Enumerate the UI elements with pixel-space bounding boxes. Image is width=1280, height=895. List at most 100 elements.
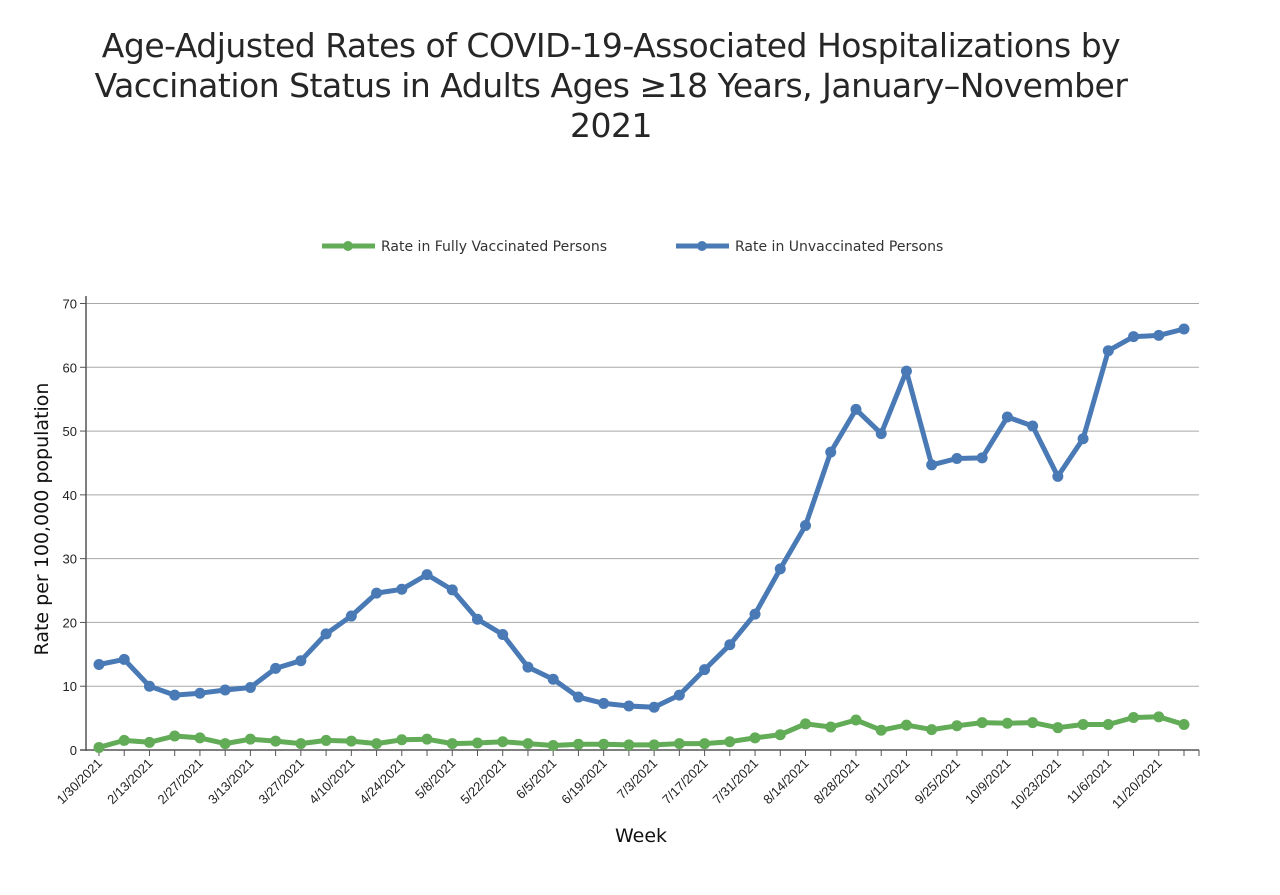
data-point[interactable] <box>648 701 660 713</box>
series-layer <box>93 323 1190 753</box>
data-point[interactable] <box>169 730 181 742</box>
data-point[interactable] <box>951 452 963 464</box>
data-point[interactable] <box>623 700 635 712</box>
data-point[interactable] <box>1178 718 1190 730</box>
data-point[interactable] <box>774 563 786 575</box>
data-point[interactable] <box>371 587 383 599</box>
data-point[interactable] <box>270 735 282 747</box>
data-point[interactable] <box>497 736 509 748</box>
y-tick-label: 0 <box>70 743 77 758</box>
data-point[interactable] <box>572 738 584 750</box>
data-point[interactable] <box>900 719 912 731</box>
data-point[interactable] <box>345 735 357 747</box>
legend-item-unvaccinated[interactable]: Rate in Unvaccinated Persons <box>676 239 943 255</box>
data-point[interactable] <box>598 697 610 709</box>
data-point[interactable] <box>118 653 130 665</box>
data-point[interactable] <box>396 734 408 746</box>
data-point[interactable] <box>673 689 685 701</box>
data-point[interactable] <box>900 365 912 377</box>
data-point[interactable] <box>774 729 786 741</box>
data-point[interactable] <box>724 639 736 651</box>
data-point[interactable] <box>976 452 988 464</box>
data-point[interactable] <box>572 691 584 703</box>
data-point[interactable] <box>1102 345 1114 357</box>
data-point[interactable] <box>446 738 458 750</box>
data-point[interactable] <box>1178 323 1190 335</box>
data-point[interactable] <box>497 629 509 641</box>
data-point[interactable] <box>371 738 383 750</box>
series-unvaccinated <box>93 323 1190 713</box>
data-point[interactable] <box>825 721 837 733</box>
data-point[interactable] <box>143 736 155 748</box>
data-point[interactable] <box>471 737 483 749</box>
data-point[interactable] <box>926 724 938 736</box>
data-point[interactable] <box>1077 433 1089 445</box>
data-point[interactable] <box>295 738 307 750</box>
data-point[interactable] <box>1052 470 1064 482</box>
data-point[interactable] <box>219 684 231 696</box>
data-point[interactable] <box>825 446 837 458</box>
data-point[interactable] <box>800 519 812 531</box>
data-point[interactable] <box>673 738 685 750</box>
data-point[interactable] <box>522 661 534 673</box>
data-point[interactable] <box>1001 411 1013 423</box>
data-point[interactable] <box>724 736 736 748</box>
x-axis-title: Week <box>615 825 667 847</box>
data-point[interactable] <box>1027 420 1039 432</box>
data-point[interactable] <box>1128 711 1140 723</box>
data-point[interactable] <box>875 428 887 440</box>
data-point[interactable] <box>244 681 256 693</box>
data-point[interactable] <box>850 403 862 415</box>
data-point[interactable] <box>421 733 433 745</box>
data-point[interactable] <box>699 738 711 750</box>
legend-item-vaccinated[interactable]: Rate in Fully Vaccinated Persons <box>322 239 607 255</box>
data-point[interactable] <box>547 673 559 685</box>
data-point[interactable] <box>1102 718 1114 730</box>
data-point[interactable] <box>547 740 559 752</box>
data-point[interactable] <box>396 583 408 595</box>
data-point[interactable] <box>598 738 610 750</box>
data-point[interactable] <box>522 738 534 750</box>
data-point[interactable] <box>471 613 483 625</box>
data-point[interactable] <box>749 732 761 744</box>
data-point[interactable] <box>118 734 130 746</box>
data-point[interactable] <box>850 714 862 726</box>
data-point[interactable] <box>1052 722 1064 734</box>
data-point[interactable] <box>219 738 231 750</box>
y-tick-label: 50 <box>63 424 77 439</box>
data-point[interactable] <box>800 718 812 730</box>
data-point[interactable] <box>320 734 332 746</box>
data-point[interactable] <box>345 610 357 622</box>
data-point[interactable] <box>446 584 458 596</box>
data-point[interactable] <box>169 689 181 701</box>
data-point[interactable] <box>320 628 332 640</box>
data-point[interactable] <box>699 664 711 676</box>
x-tick-label: 7/17/2021 <box>659 756 711 808</box>
data-point[interactable] <box>244 733 256 745</box>
data-point[interactable] <box>1153 711 1165 723</box>
data-point[interactable] <box>875 724 887 736</box>
data-point[interactable] <box>270 662 282 674</box>
data-point[interactable] <box>1153 329 1165 341</box>
data-point[interactable] <box>648 739 660 751</box>
chart-title-line-2: Vaccination Status in Adults Ages ≥18 Ye… <box>94 66 1128 105</box>
data-point[interactable] <box>143 680 155 692</box>
data-point[interactable] <box>1077 718 1089 730</box>
data-point[interactable] <box>951 720 963 732</box>
y-tick-label: 60 <box>63 360 77 375</box>
data-point[interactable] <box>421 569 433 581</box>
data-point[interactable] <box>749 608 761 620</box>
data-point[interactable] <box>194 687 206 699</box>
data-point[interactable] <box>1027 717 1039 729</box>
data-point[interactable] <box>93 741 105 753</box>
data-point[interactable] <box>1128 331 1140 343</box>
data-point[interactable] <box>1001 717 1013 729</box>
data-point[interactable] <box>194 732 206 744</box>
data-point[interactable] <box>976 717 988 729</box>
data-point[interactable] <box>295 655 307 667</box>
series-line <box>96 714 1187 750</box>
x-tick-label: 2/27/2021 <box>155 756 207 808</box>
data-point[interactable] <box>926 459 938 471</box>
data-point[interactable] <box>623 739 635 751</box>
data-point[interactable] <box>93 659 105 671</box>
